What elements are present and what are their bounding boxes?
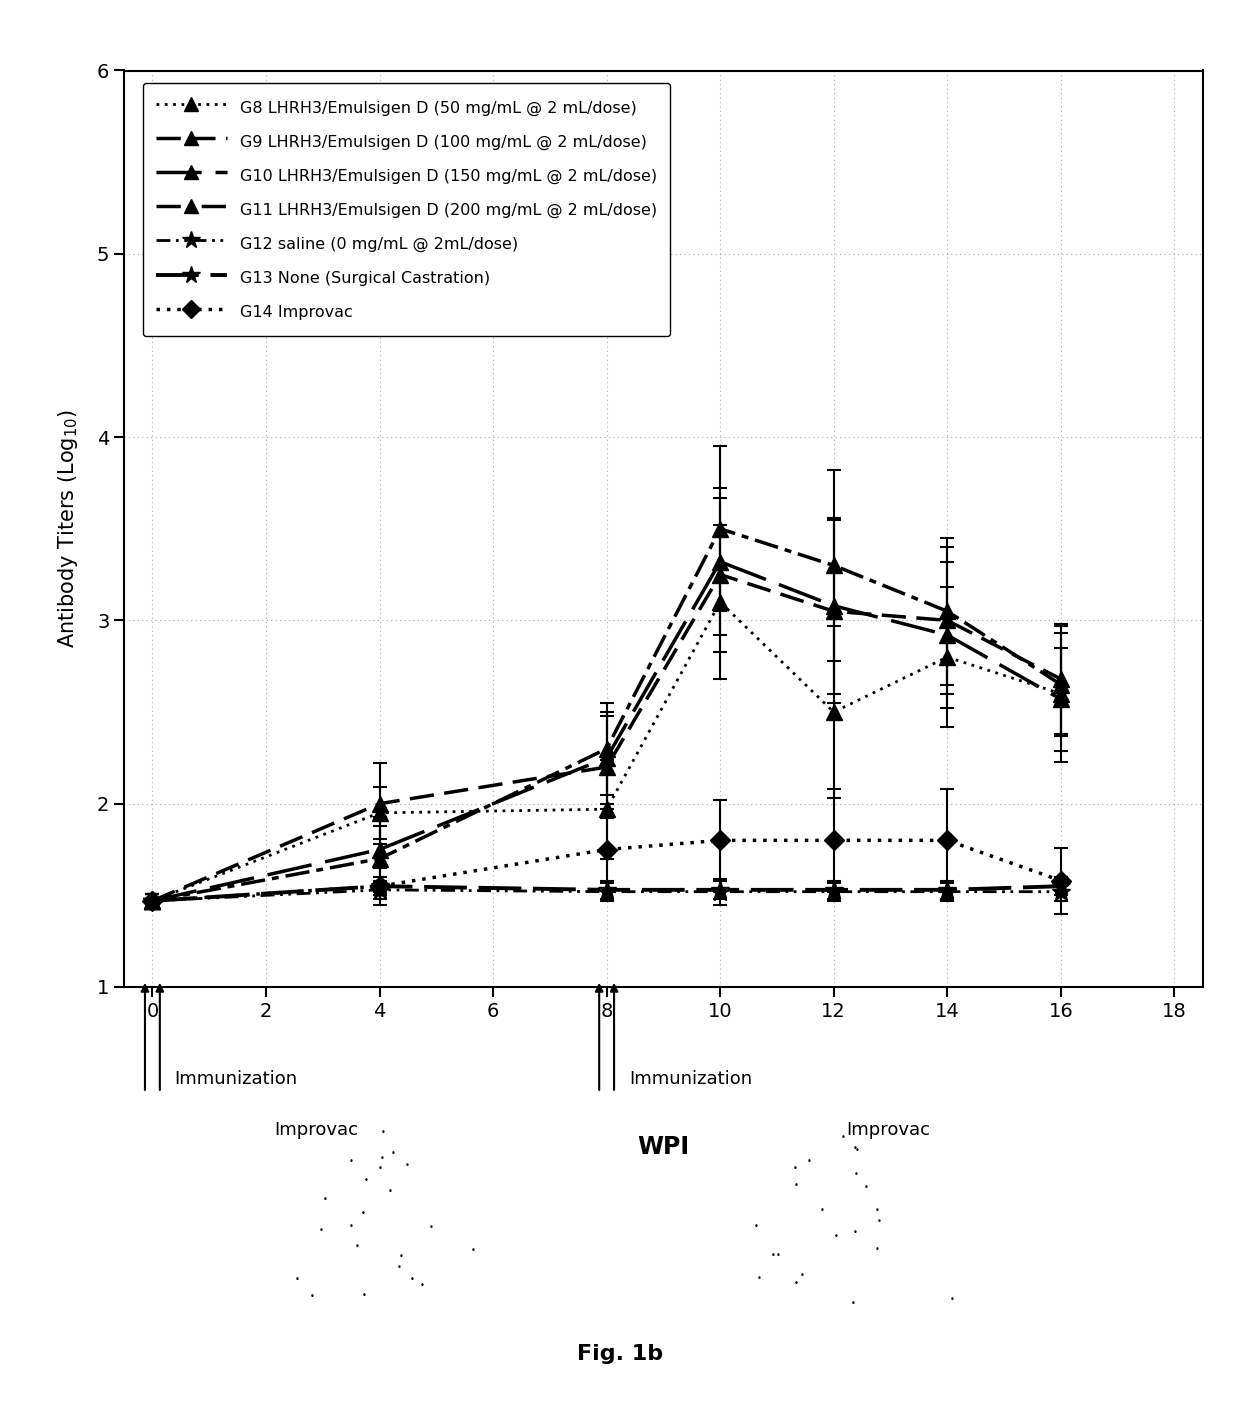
Text: •: • bbox=[378, 1163, 383, 1173]
Text: •: • bbox=[756, 1273, 761, 1283]
Text: •: • bbox=[864, 1183, 869, 1191]
Text: Fig. 1b: Fig. 1b bbox=[577, 1344, 663, 1363]
Text: •: • bbox=[794, 1279, 799, 1289]
Text: •: • bbox=[420, 1280, 425, 1290]
Text: •: • bbox=[398, 1252, 403, 1261]
Text: •: • bbox=[853, 1228, 858, 1237]
Text: Immunization: Immunization bbox=[175, 1070, 298, 1087]
Text: •: • bbox=[470, 1246, 475, 1255]
Text: •: • bbox=[794, 1182, 799, 1190]
Text: •: • bbox=[355, 1242, 360, 1251]
Text: •: • bbox=[807, 1158, 812, 1166]
Text: •: • bbox=[363, 1176, 368, 1184]
Text: •: • bbox=[950, 1294, 955, 1304]
Text: •: • bbox=[319, 1227, 324, 1235]
Text: •: • bbox=[841, 1132, 846, 1142]
Text: •: • bbox=[428, 1222, 433, 1232]
Text: •: • bbox=[391, 1149, 396, 1158]
Text: •: • bbox=[754, 1221, 758, 1231]
Text: •: • bbox=[397, 1262, 402, 1272]
Legend: G8 LHRH3/Emulsigen D (50 mg/mL @ 2 mL/dose), G9 LHRH3/Emulsigen D (100 mg/mL @ 2: G8 LHRH3/Emulsigen D (50 mg/mL @ 2 mL/do… bbox=[143, 83, 670, 336]
Text: •: • bbox=[348, 1222, 353, 1231]
Text: •: • bbox=[792, 1163, 797, 1173]
Text: •: • bbox=[820, 1206, 825, 1215]
Text: •: • bbox=[800, 1270, 805, 1280]
Text: •: • bbox=[776, 1251, 781, 1261]
Text: Immunization: Immunization bbox=[629, 1070, 753, 1087]
Y-axis label: Antibody Titers (Log$_{10}$): Antibody Titers (Log$_{10}$) bbox=[56, 409, 81, 649]
Text: WPI: WPI bbox=[637, 1135, 689, 1159]
Text: •: • bbox=[854, 1146, 859, 1155]
Text: •: • bbox=[875, 1245, 880, 1253]
Text: Improvac: Improvac bbox=[846, 1121, 930, 1139]
Text: •: • bbox=[322, 1196, 327, 1204]
Text: Improvac: Improvac bbox=[274, 1121, 358, 1139]
Text: •: • bbox=[381, 1128, 386, 1136]
Text: •: • bbox=[853, 1145, 857, 1153]
Text: •: • bbox=[833, 1232, 838, 1241]
Text: •: • bbox=[853, 1170, 858, 1179]
Text: •: • bbox=[310, 1292, 315, 1301]
Text: •: • bbox=[348, 1158, 353, 1166]
Text: •: • bbox=[875, 1206, 880, 1215]
Text: •: • bbox=[770, 1251, 775, 1261]
Text: •: • bbox=[362, 1292, 367, 1300]
Text: •: • bbox=[409, 1275, 414, 1285]
Text: •: • bbox=[379, 1155, 384, 1163]
Text: •: • bbox=[361, 1208, 366, 1218]
Text: •: • bbox=[877, 1217, 882, 1225]
Text: •: • bbox=[851, 1300, 856, 1308]
Text: •: • bbox=[405, 1162, 410, 1170]
Text: •: • bbox=[295, 1275, 300, 1285]
Text: •: • bbox=[388, 1187, 393, 1196]
